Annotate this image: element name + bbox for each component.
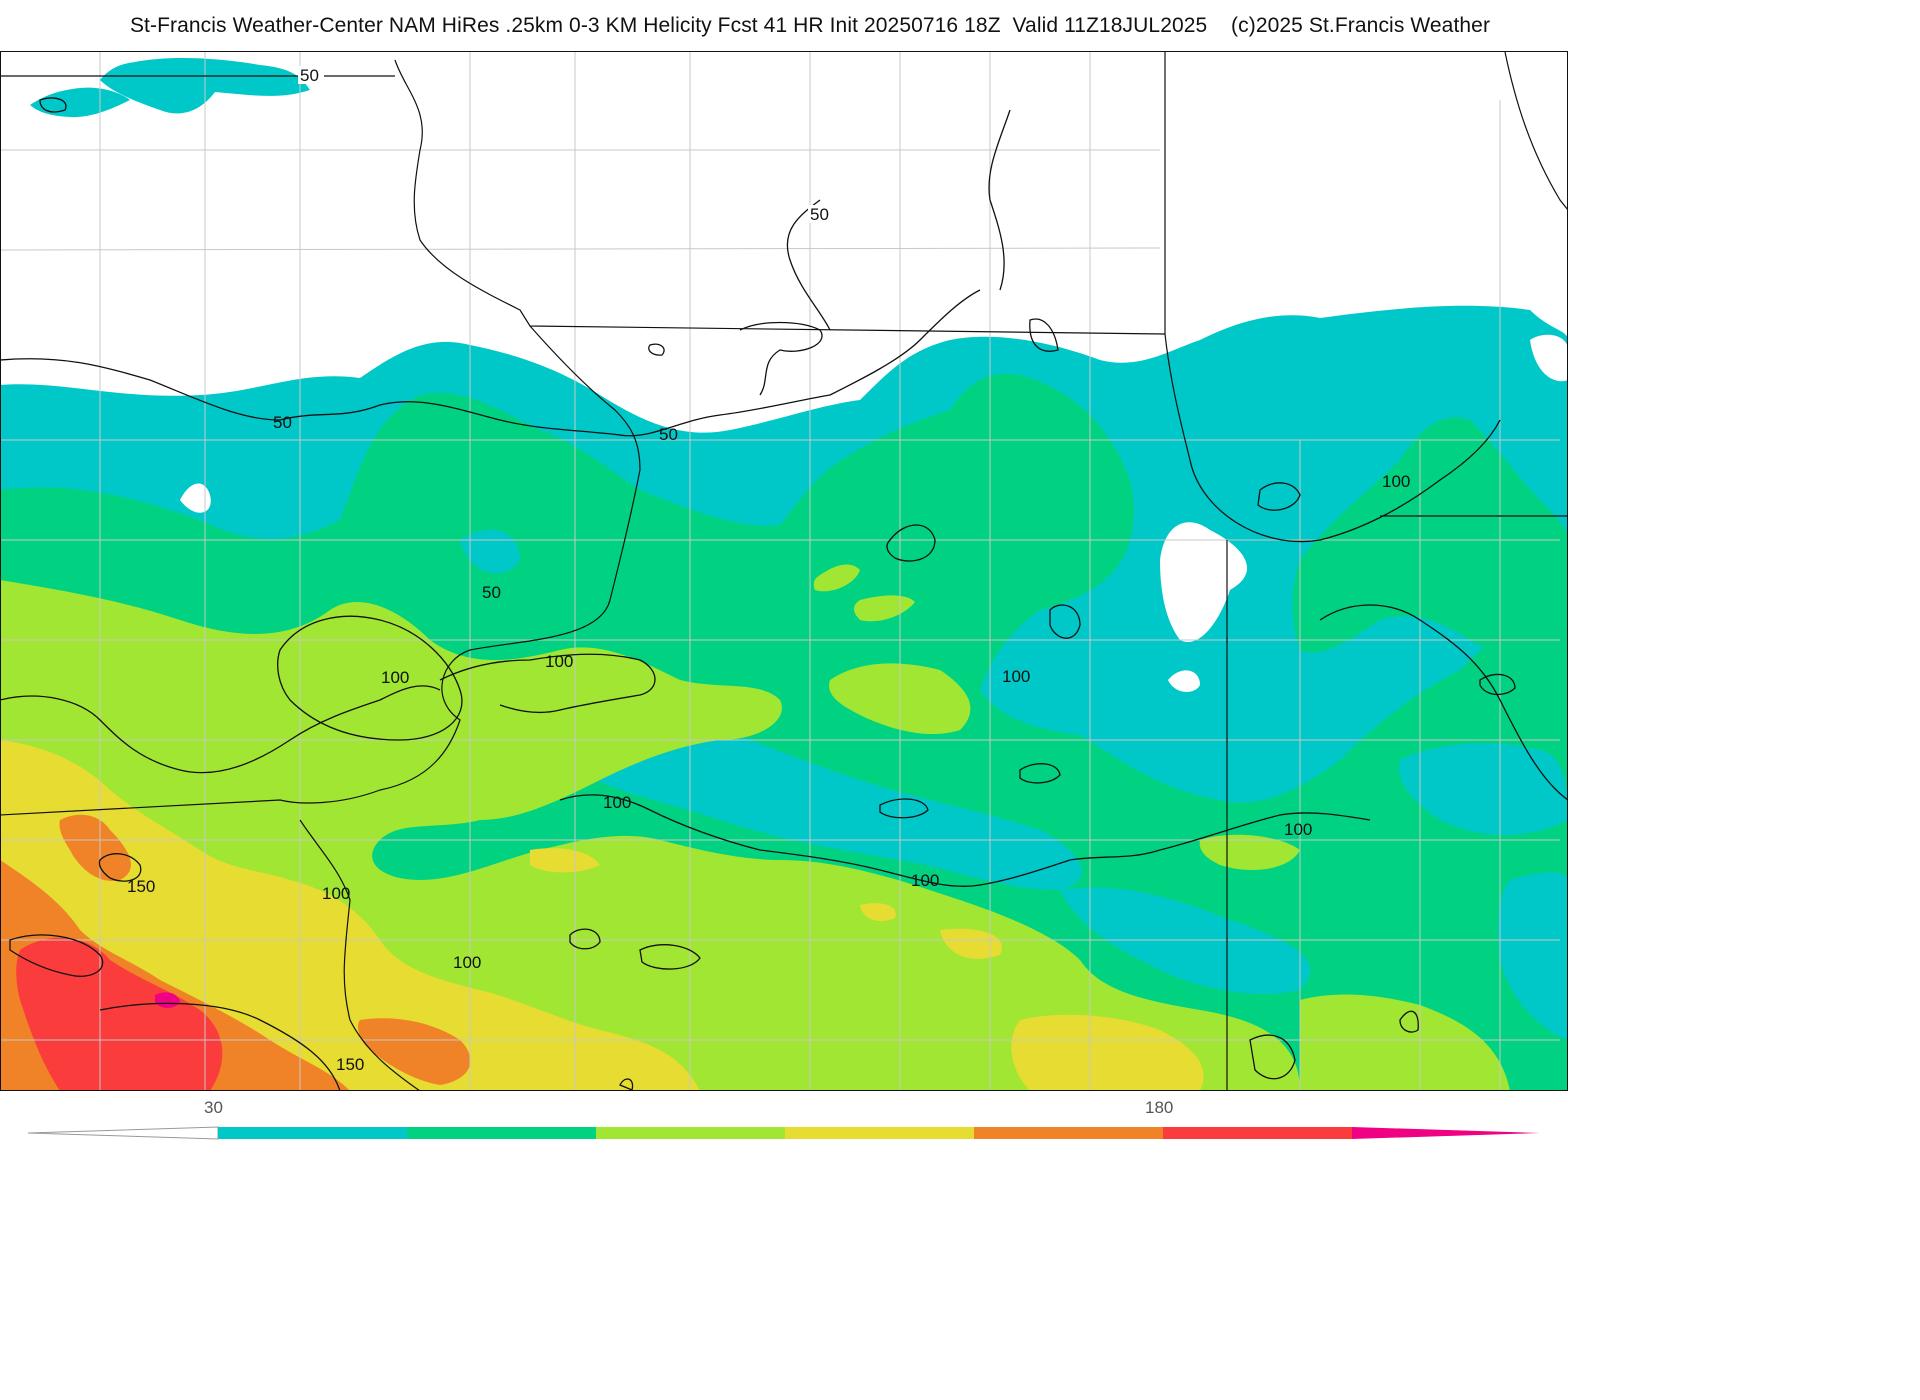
colorbar-over-triangle [1352,1127,1540,1139]
colorbar-tick-30: 30 [204,1098,223,1117]
contour-label-50-north: 50 [810,205,829,224]
contour-labels: 50 50 50 50 50 100 100 100 100 150 100 1… [127,66,1410,1074]
helicity-contours [1,97,1567,1090]
contour-label-50-center: 50 [659,425,678,444]
helicity-fill-60-ne [1292,417,1567,653]
contour-label-100-south: 100 [453,953,481,972]
colorbar-under-triangle [27,1126,219,1140]
contour-label-100-far-east: 100 [1284,820,1312,839]
contour-label-100-west: 100 [381,668,409,687]
contour-label-50-west: 50 [273,413,292,432]
helicity-fill-30-nw2 [30,87,130,118]
contour-label-100-se: 100 [911,871,939,890]
colorbar [27,1126,1540,1140]
colorbar-swatch-6 [1163,1127,1352,1139]
helicity-fill-180 [16,937,223,1090]
contour-label-100-ne: 100 [1382,472,1410,491]
contour-label-50-nw: 50 [300,66,319,85]
colorbar-swatch-5 [974,1127,1163,1139]
map-title: St-Francis Weather-Center NAM HiRes .25k… [129,14,1491,37]
contour-label-50-mid: 50 [482,583,501,602]
contour-label-100-mid: 100 [603,793,631,812]
colorbar-swatch-4 [785,1127,974,1139]
colorbar-swatch-1 [218,1127,407,1139]
state-borders [1,52,1567,1090]
helicity-map: 50 50 50 50 50 100 100 100 100 150 100 1… [0,51,1568,1091]
colorbar-swatch-2 [407,1127,596,1139]
contour-label-100-east: 100 [1002,667,1030,686]
contour-label-100-center: 100 [545,652,573,671]
contour-label-100-sw: 100 [322,884,350,903]
county-lines [1,52,1560,1090]
colorbar-tick-180: 180 [1145,1098,1174,1117]
contour-label-150-bottom: 150 [336,1055,364,1074]
contour-label-150-sw: 150 [127,877,155,896]
colorbar-swatch-3 [596,1127,785,1139]
